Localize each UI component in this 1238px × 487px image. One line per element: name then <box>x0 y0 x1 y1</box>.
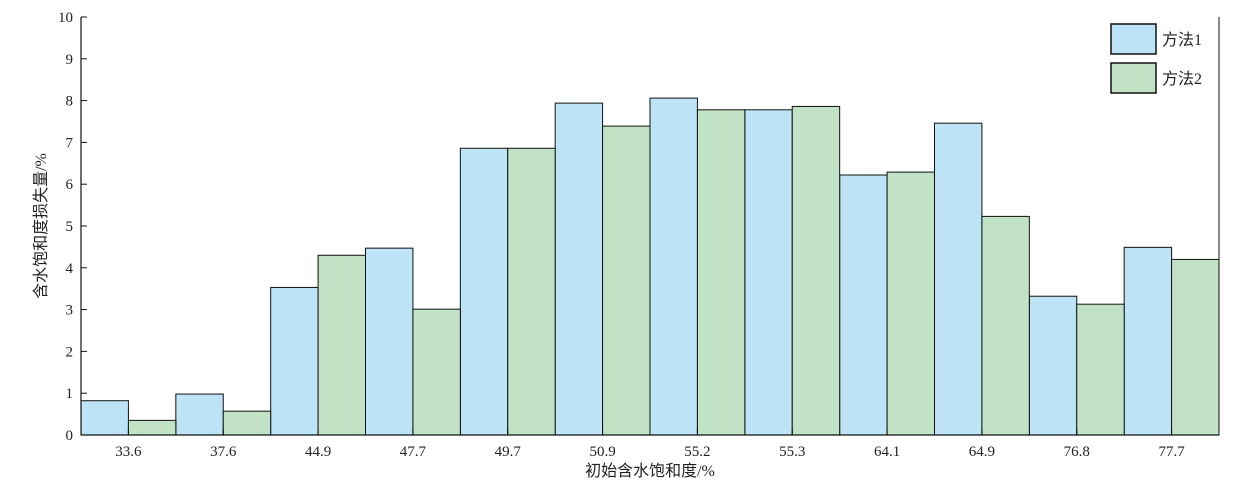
bars-group <box>80 97 1220 436</box>
x-tick-label: 64.9 <box>969 444 995 460</box>
legend: 方法1 方法2 <box>1110 23 1202 94</box>
y-tick-label: 4 <box>66 261 74 277</box>
bar-series-2-47.7 <box>412 308 461 436</box>
x-tick-label: 49.7 <box>495 444 522 460</box>
y-tick-label: 9 <box>66 52 74 68</box>
bar-series-1-37.6 <box>175 393 224 436</box>
bar-series-1-44.9 <box>270 286 319 436</box>
y-tick-label: 5 <box>66 219 74 235</box>
x-ticks-group: 33.6 37.6 44.9 47.7 49.7 50.9 55.2 55.3 64.1 64.9… <box>115 429 1185 460</box>
bar-series-1-64.9 <box>934 122 983 436</box>
bar-series-1-76.8 <box>1028 295 1078 436</box>
y-axis-label: 含水饱和度损失量/% <box>32 153 50 299</box>
x-tick-label: 55.2 <box>684 444 710 460</box>
bar-series-2-55.3 <box>791 105 841 436</box>
bar-series-1-55.3 <box>744 109 793 436</box>
x-tick-label: 44.9 <box>305 444 331 460</box>
bar-series-1-77.7 <box>1123 246 1173 436</box>
bar-series-2-37.6 <box>222 410 272 436</box>
bar-series-2-55.2 <box>696 109 746 436</box>
x-tick-label: 76.8 <box>1064 444 1090 460</box>
bar-series-1-55.2 <box>649 97 698 436</box>
y-tick-label: 0 <box>66 428 74 444</box>
bar-series-1-47.7 <box>365 247 414 436</box>
bar-series-2-64.1 <box>886 171 936 436</box>
y-tick-label: 3 <box>66 303 74 319</box>
y-tick-label: 2 <box>66 344 74 360</box>
bar-series-1-64.1 <box>839 174 888 436</box>
x-tick-label: 47.7 <box>400 444 427 460</box>
bar-series-2-76.8 <box>1076 303 1125 436</box>
bar-series-1-50.9 <box>554 102 604 436</box>
legend-label-series-1: 方法1 <box>1162 31 1202 49</box>
legend-swatch-series-1 <box>1110 23 1157 55</box>
bar-series-2-64.9 <box>981 215 1030 436</box>
y-tick-label: 10 <box>58 10 73 26</box>
bar-series-2-50.9 <box>602 125 651 436</box>
y-tick-label: 8 <box>66 94 74 110</box>
y-ticks-group: 0 1 2 3 4 5 6 7 8 9 10 <box>58 10 87 444</box>
bar-series-1-33.6 <box>80 400 129 436</box>
legend-swatch-series-2 <box>1110 62 1157 94</box>
x-tick-label: 50.9 <box>589 444 615 460</box>
y-tick-label: 1 <box>66 386 74 402</box>
x-tick-label: 33.6 <box>115 444 142 460</box>
bar-series-1-49.7 <box>459 147 509 436</box>
bar-series-2-44.9 <box>317 254 366 436</box>
y-tick-label: 7 <box>66 135 74 151</box>
x-tick-label: 37.6 <box>210 444 237 460</box>
x-tick-label: 64.1 <box>874 444 900 460</box>
x-tick-label: 77.7 <box>1158 444 1185 460</box>
bar-series-2-49.7 <box>507 147 556 436</box>
bar-series-2-77.7 <box>1171 258 1220 436</box>
y-tick-label: 6 <box>66 177 74 193</box>
bar-series-2-33.6 <box>127 419 177 436</box>
x-tick-label: 55.3 <box>779 444 805 460</box>
x-axis-label: 初始含水饱和度/% <box>585 462 715 480</box>
legend-label-series-2: 方法2 <box>1162 70 1202 88</box>
